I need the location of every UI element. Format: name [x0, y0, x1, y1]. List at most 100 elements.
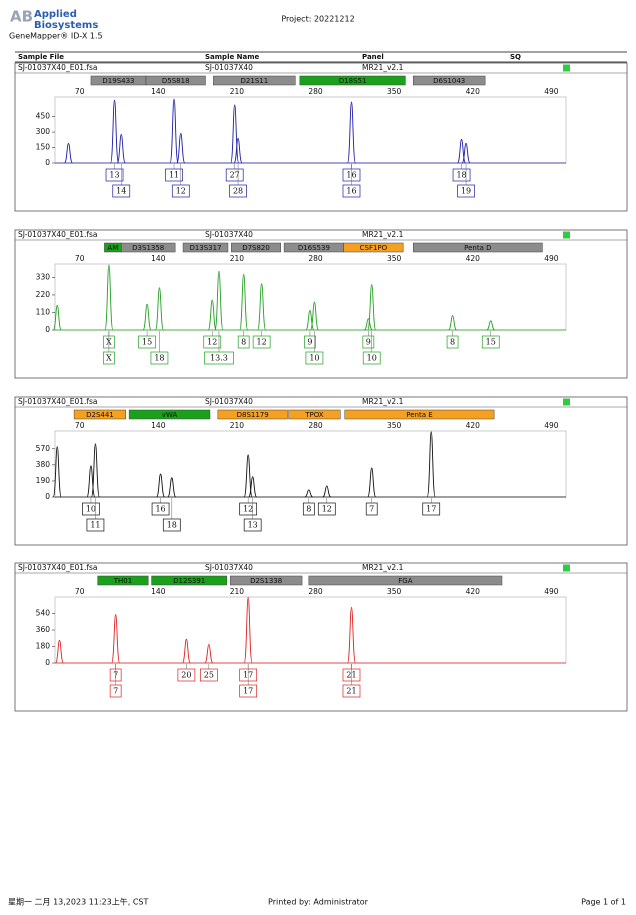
allele-box — [86, 518, 105, 532]
panel-name: MR21_v2.1 — [362, 397, 404, 406]
peak — [181, 638, 191, 664]
panel-frame — [14, 396, 628, 546]
x-tick-label: 140 — [151, 87, 166, 96]
electropherogram-panel: SJ-01037X40_E01.fsa SJ-01037X40 MR21_v2.1 T… — [14, 562, 628, 712]
footer-date: 星期一 二月 13,2023 11:23上午, CST — [8, 897, 149, 907]
marker-range — [217, 409, 288, 420]
allele-label: 19 — [461, 187, 471, 196]
allele-label: 9 — [307, 338, 312, 347]
x-tick-label: 490 — [544, 87, 559, 96]
allele-label: 16 — [155, 505, 165, 514]
peak — [305, 309, 315, 331]
x-tick-label: 350 — [387, 254, 402, 263]
y-tick-label: 360 — [36, 625, 51, 634]
sq-flag — [563, 231, 570, 239]
allele-label: 15 — [142, 338, 152, 347]
allele-label: 17 — [243, 687, 253, 696]
panel-frame — [14, 229, 628, 379]
x-tick-label: 210 — [230, 587, 245, 596]
x-tick-label: 140 — [151, 254, 166, 263]
marker-name: D19S433 — [102, 77, 134, 85]
allele-box — [457, 184, 475, 198]
allele-box — [362, 335, 375, 349]
x-tick-label: 70 — [75, 254, 85, 263]
x-tick-label: 140 — [151, 421, 166, 430]
allele-box — [105, 168, 124, 182]
logo-text: Biosystems — [34, 20, 98, 31]
allele-box — [305, 351, 324, 365]
marker-name: Penta E — [406, 411, 432, 419]
marker-range — [344, 409, 495, 420]
marker-name: CSF1PO — [360, 244, 388, 252]
marker-name: D21S11 — [241, 77, 269, 85]
peak — [86, 465, 96, 498]
marker-name: D6S1043 — [433, 77, 465, 85]
footer-page: Page 1 of 1 — [581, 898, 626, 907]
allele-label: 14 — [116, 187, 126, 196]
allele-box — [446, 335, 459, 349]
marker-range — [231, 242, 281, 253]
x-tick-label: 280 — [308, 87, 323, 96]
marker-range — [121, 242, 176, 253]
x-tick-label: 280 — [308, 587, 323, 596]
peak — [347, 606, 356, 664]
electropherogram-panel: SJ-01037X40_E01.fsa SJ-01037X40 MR21_v2.1 A… — [14, 229, 628, 379]
electropherogram-panel: SJ-01037X40_E01.fsa SJ-01037X40 MR21_v2.1 D… — [14, 396, 628, 546]
column-header: Sample Name — [205, 53, 260, 61]
y-tick-label: 180 — [36, 642, 51, 651]
y-tick-label: 300 — [36, 127, 51, 136]
peak — [461, 142, 471, 164]
column-header: Panel — [362, 53, 384, 61]
allele-box — [342, 684, 361, 698]
peak — [155, 287, 164, 331]
peak — [214, 270, 224, 331]
peak — [90, 443, 100, 498]
logo-text: Applied — [34, 9, 77, 20]
allele-box — [304, 335, 316, 349]
marker-name: D18S51 — [339, 77, 367, 85]
allele-box — [225, 168, 244, 182]
marker-name: vWA — [162, 411, 178, 419]
peak — [239, 273, 249, 331]
allele-box — [103, 351, 115, 365]
allele-box — [302, 502, 315, 516]
allele-box — [200, 668, 218, 682]
marker-range — [413, 242, 543, 253]
allele-box — [162, 518, 181, 532]
marker-range — [128, 409, 211, 420]
marker-range — [343, 242, 404, 253]
x-tick-label: 70 — [75, 421, 85, 430]
allele-box — [229, 184, 247, 198]
sample-name: SJ-01037X40 — [205, 63, 253, 72]
peak — [309, 301, 319, 331]
marker-name: D2S441 — [86, 411, 114, 419]
sample-file: SJ-01037X40_E01.fsa — [18, 63, 98, 72]
logo-mark: AB — [10, 8, 33, 26]
x-tick-label: 70 — [75, 587, 85, 596]
sq-flag — [563, 64, 570, 72]
marker-name: D7S820 — [242, 244, 270, 252]
peak — [176, 132, 186, 164]
marker-range — [413, 75, 486, 86]
logo: AB Applied Biosystems — [10, 8, 98, 32]
x-tick-label: 210 — [230, 254, 245, 263]
y-tick-label: 0 — [45, 492, 50, 501]
sq-flag — [563, 564, 570, 572]
x-tick-label: 420 — [466, 421, 481, 430]
marker-name: D16S539 — [298, 244, 330, 252]
panel-frame — [14, 62, 628, 212]
marker-range — [145, 75, 206, 86]
peak — [52, 304, 62, 331]
x-tick-label: 420 — [466, 87, 481, 96]
x-tick-label: 210 — [230, 87, 245, 96]
peak — [233, 137, 243, 164]
y-tick-label: 0 — [45, 325, 50, 334]
allele-label: 15 — [486, 338, 496, 347]
allele-box — [237, 335, 250, 349]
x-tick-label: 350 — [387, 421, 402, 430]
allele-box — [150, 351, 169, 365]
peak — [486, 320, 495, 331]
allele-label: 11 — [169, 171, 179, 180]
x-tick-label: 490 — [544, 587, 559, 596]
